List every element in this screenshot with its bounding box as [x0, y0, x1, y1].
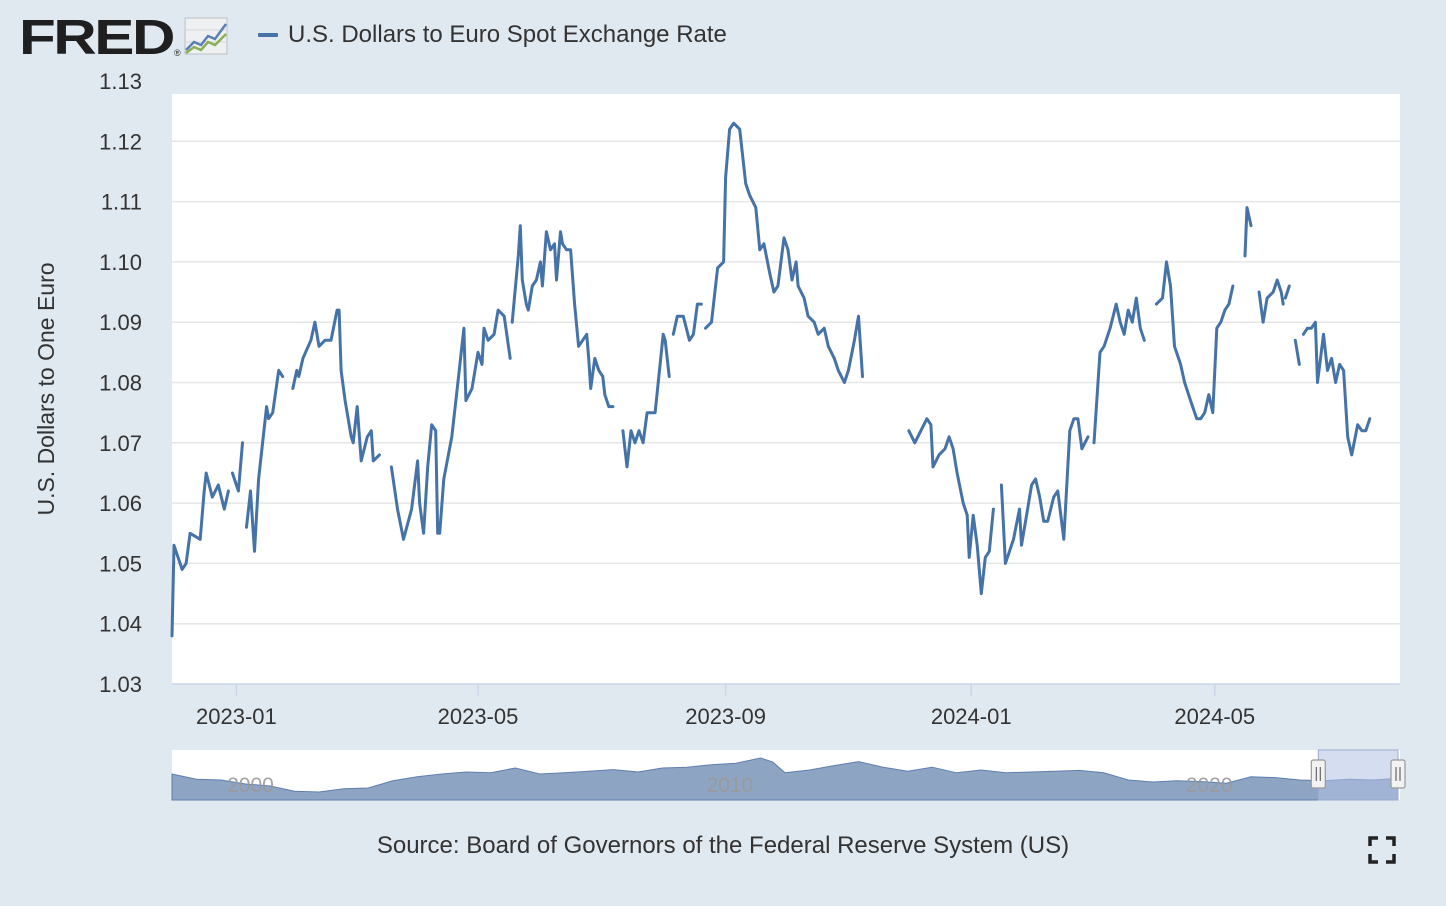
y-axis-label: U.S. Dollars to One Euro	[33, 262, 59, 515]
x-tick-label: 2024-05	[1174, 704, 1255, 729]
series-segment[interactable]	[999, 417, 1090, 565]
fred-logo[interactable]: FRED ®	[18, 12, 233, 62]
series-segment[interactable]	[1154, 260, 1235, 421]
series-segment[interactable]	[291, 308, 381, 463]
series-segment[interactable]	[389, 423, 440, 541]
series-segment[interactable]	[510, 224, 615, 409]
chart-legend[interactable]: U.S. Dollars to Euro Spot Exchange Rate	[258, 18, 727, 52]
y-gridlines	[172, 140, 1400, 625]
series-segment[interactable]	[245, 368, 285, 553]
navigator[interactable]: 2000 2010 2020	[171, 749, 1406, 801]
x-tick-label: 2023-01	[196, 704, 277, 729]
y-tick-label: 1.12	[99, 129, 142, 154]
y-tick-label: 1.10	[99, 250, 142, 275]
y-tick-label: 1.08	[99, 371, 142, 396]
chart-header: FRED ® U.S. Dollars to Euro Spot Exchang…	[0, 0, 1446, 80]
series-segment[interactable]	[1301, 320, 1372, 457]
y-tick-label: 1.09	[99, 310, 142, 335]
series-segment[interactable]	[170, 471, 230, 638]
series-segment[interactable]	[1293, 338, 1301, 366]
fred-logo-chart-icon	[184, 17, 228, 55]
series-segment[interactable]	[1283, 284, 1291, 300]
series-line[interactable]	[170, 121, 1372, 638]
navigator-area	[171, 757, 1399, 801]
navigator-handle-left[interactable]	[1310, 759, 1326, 789]
y-tick-label: 1.04	[99, 612, 142, 637]
y-tick-label: 1.13	[99, 69, 142, 94]
y-tick-label: 1.11	[101, 190, 142, 215]
navigator-x-label: 2000	[227, 774, 274, 797]
series-segment[interactable]	[671, 302, 703, 342]
navigator-handle-body[interactable]	[1390, 759, 1406, 789]
navigator-handle-right[interactable]	[1390, 759, 1406, 789]
source-note: Source: Board of Governors of the Federa…	[376, 832, 1070, 859]
plot-area	[172, 94, 1400, 684]
x-tick-label: 2023-05	[438, 704, 519, 729]
x-tick-label: 2023-09	[685, 704, 766, 729]
navigator-x-label: 2010	[706, 774, 753, 797]
registered-mark: ®	[174, 48, 181, 58]
y-axis-tick-labels: 1.03 1.04 1.05 1.06 1.07 1.08 1.09 1.10 1.11 1.12…	[99, 69, 142, 697]
line-chart[interactable]: 1.03 1.04 1.05 1.06 1.07 1.08 1.09 1.10 1.11 1.12…	[0, 0, 1446, 820]
series-segment[interactable]	[1257, 278, 1285, 324]
navigator-x-labels: 2000 2010 2020	[227, 774, 1232, 797]
y-tick-label: 1.05	[99, 551, 142, 576]
series-segment[interactable]	[1092, 296, 1146, 445]
x-tick-label: 2024-01	[931, 704, 1012, 729]
x-axis: 2023-01 2023-05 2023-09 2024-01 2024-05	[172, 683, 1400, 729]
y-tick-label: 1.07	[99, 431, 142, 456]
y-tick-label: 1.03	[99, 672, 142, 697]
series-segment[interactable]	[621, 332, 671, 469]
navigator-x-label: 2020	[1186, 774, 1233, 797]
legend-series-label: U.S. Dollars to Euro Spot Exchange Rate	[288, 21, 727, 48]
series-segment[interactable]	[1243, 206, 1253, 258]
fullscreen-icon[interactable]	[1368, 836, 1396, 864]
series-segment[interactable]	[704, 121, 864, 384]
legend-series-swatch	[258, 33, 278, 37]
navigator-selection[interactable]	[1317, 749, 1399, 801]
series-segment[interactable]	[438, 308, 512, 535]
navigator-handle-body[interactable]	[1310, 759, 1326, 789]
series-segment[interactable]	[230, 441, 244, 493]
fred-logo-text: FRED	[19, 12, 174, 62]
y-tick-label: 1.06	[99, 491, 142, 516]
series-segment[interactable]	[907, 417, 995, 596]
